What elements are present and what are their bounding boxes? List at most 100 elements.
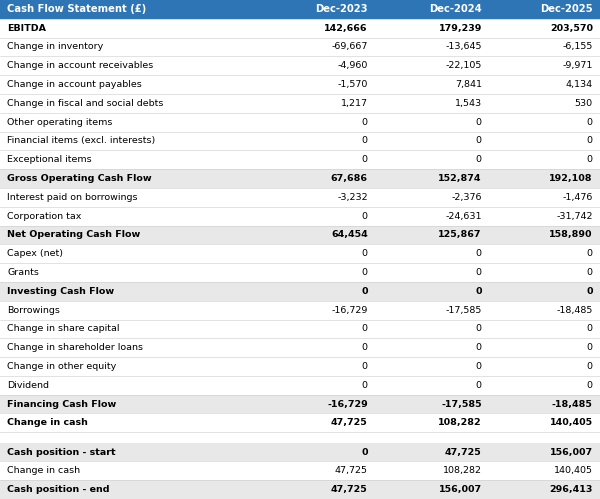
Bar — [261, 245, 375, 263]
Text: 64,454: 64,454 — [331, 231, 368, 240]
Bar — [375, 319, 489, 338]
Text: 203,570: 203,570 — [550, 23, 593, 33]
Text: Investing Cash Flow: Investing Cash Flow — [7, 287, 115, 296]
Text: 0: 0 — [362, 155, 368, 164]
Bar — [375, 132, 489, 150]
Bar — [489, 150, 600, 169]
Bar — [261, 480, 375, 499]
Text: 152,874: 152,874 — [438, 174, 482, 183]
Bar — [489, 169, 600, 188]
Text: 0: 0 — [476, 249, 482, 258]
Text: 0: 0 — [586, 287, 593, 296]
Bar — [375, 150, 489, 169]
Bar — [0, 75, 261, 94]
Text: Dividend: Dividend — [7, 381, 49, 390]
Bar — [261, 395, 375, 414]
Bar — [0, 150, 261, 169]
Text: 192,108: 192,108 — [550, 174, 593, 183]
Text: -18,485: -18,485 — [556, 305, 593, 314]
Bar — [489, 0, 600, 19]
Bar — [489, 357, 600, 376]
Bar — [375, 357, 489, 376]
Bar — [489, 432, 600, 443]
Bar — [261, 169, 375, 188]
Bar — [375, 0, 489, 19]
Bar — [261, 75, 375, 94]
Bar — [261, 37, 375, 56]
Text: 0: 0 — [362, 268, 368, 277]
Bar — [489, 188, 600, 207]
Text: 0: 0 — [587, 136, 593, 146]
Text: Change in account payables: Change in account payables — [7, 80, 142, 89]
Bar — [375, 169, 489, 188]
Bar — [375, 432, 489, 443]
Text: Cash position - start: Cash position - start — [7, 448, 116, 457]
Text: -69,667: -69,667 — [331, 42, 368, 51]
Bar — [261, 188, 375, 207]
Bar — [489, 263, 600, 282]
Text: Change in inventory: Change in inventory — [7, 42, 103, 51]
Text: 0: 0 — [362, 249, 368, 258]
Bar — [489, 226, 600, 245]
Text: 0: 0 — [587, 343, 593, 352]
Bar — [489, 376, 600, 395]
Bar — [489, 480, 600, 499]
Text: Financing Cash Flow: Financing Cash Flow — [7, 400, 116, 409]
Text: Cash Flow Statement (£): Cash Flow Statement (£) — [7, 4, 146, 14]
Bar — [261, 301, 375, 319]
Bar — [0, 226, 261, 245]
Bar — [375, 480, 489, 499]
Bar — [489, 443, 600, 462]
Text: 0: 0 — [587, 155, 593, 164]
Bar — [0, 282, 261, 301]
Bar — [489, 75, 600, 94]
Bar — [375, 301, 489, 319]
Bar — [0, 56, 261, 75]
Bar — [489, 462, 600, 480]
Text: Net Operating Cash Flow: Net Operating Cash Flow — [7, 231, 140, 240]
Text: 0: 0 — [362, 136, 368, 146]
Bar — [0, 263, 261, 282]
Text: 0: 0 — [587, 324, 593, 333]
Bar — [375, 462, 489, 480]
Text: 4,134: 4,134 — [566, 80, 593, 89]
Bar — [261, 357, 375, 376]
Text: -31,742: -31,742 — [556, 212, 593, 221]
Bar — [261, 226, 375, 245]
Text: 47,725: 47,725 — [331, 485, 368, 494]
Bar — [489, 282, 600, 301]
Text: 530: 530 — [575, 99, 593, 108]
Bar — [261, 56, 375, 75]
Text: Interest paid on borrowings: Interest paid on borrowings — [7, 193, 138, 202]
Bar — [0, 207, 261, 226]
Bar — [489, 207, 600, 226]
Text: 0: 0 — [361, 448, 368, 457]
Text: 156,007: 156,007 — [550, 448, 593, 457]
Text: 0: 0 — [476, 268, 482, 277]
Bar — [489, 319, 600, 338]
Text: Capex (net): Capex (net) — [7, 249, 63, 258]
Text: -1,476: -1,476 — [562, 193, 593, 202]
Text: 0: 0 — [476, 155, 482, 164]
Text: 108,282: 108,282 — [438, 418, 482, 427]
Text: 0: 0 — [587, 362, 593, 371]
Bar — [0, 357, 261, 376]
Text: Change in shareholder loans: Change in shareholder loans — [7, 343, 143, 352]
Text: Gross Operating Cash Flow: Gross Operating Cash Flow — [7, 174, 152, 183]
Bar — [489, 113, 600, 132]
Text: 142,666: 142,666 — [325, 23, 368, 33]
Text: 47,725: 47,725 — [331, 418, 368, 427]
Text: 0: 0 — [587, 381, 593, 390]
Text: 296,413: 296,413 — [550, 485, 593, 494]
Bar — [489, 19, 600, 37]
Bar — [261, 432, 375, 443]
Text: 47,725: 47,725 — [335, 466, 368, 476]
Bar — [261, 376, 375, 395]
Bar — [0, 301, 261, 319]
Text: 0: 0 — [476, 381, 482, 390]
Bar — [0, 432, 261, 443]
Text: -17,585: -17,585 — [445, 305, 482, 314]
Bar — [0, 0, 261, 19]
Bar — [375, 263, 489, 282]
Text: Other operating items: Other operating items — [7, 118, 113, 127]
